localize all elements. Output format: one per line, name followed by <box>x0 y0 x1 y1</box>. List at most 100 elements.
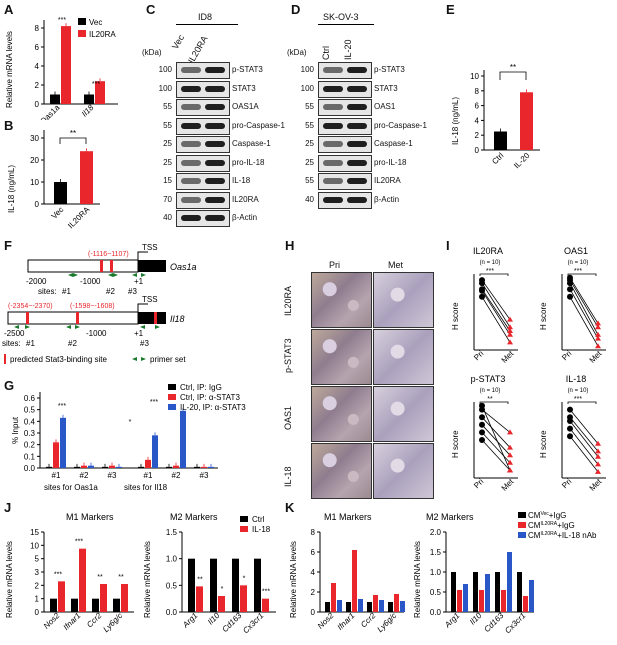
panel-b-ylabel: IL-18 (ng/mL) <box>7 165 16 213</box>
panel-d-lane-ctrl: Ctrl <box>321 46 331 60</box>
blot-band <box>181 196 201 203</box>
i-point-pri <box>567 425 573 432</box>
k-ylabel1: Relative mRNA levels <box>289 541 298 618</box>
blot-band <box>347 196 367 203</box>
g-group2: sites for Il18 <box>124 483 168 492</box>
panel-h-ihc: Pri Met IL20RA p-STAT3 OAS1 IL-18 <box>283 240 443 499</box>
j-xcat: Cx3cr1 <box>241 611 265 635</box>
j-ylabel1: Relative mRNA levels <box>5 541 14 618</box>
blot-kda-marker: 100 <box>158 83 172 93</box>
g-bar <box>88 465 94 468</box>
blot-label: Caspase-1 <box>232 139 271 148</box>
j-xcat: Arg1 <box>180 611 199 630</box>
blot-row <box>318 191 372 209</box>
blot-kda-marker: 100 <box>300 65 314 74</box>
f-tick2-0: -2500 <box>4 329 25 338</box>
i-xcat: Met <box>588 349 604 365</box>
a-bar-Il18-0 <box>84 94 94 104</box>
g-legend-igg: Ctrl, IP: IgG <box>180 383 222 392</box>
j-y1-tick-label: 3 <box>35 568 40 577</box>
k-m2-xcat: Cd163 <box>482 611 505 634</box>
legend-swatch-vec <box>78 18 86 25</box>
blot-kda-marker: 55 <box>305 102 314 111</box>
panel-d-kda-title: (kDa) <box>287 48 307 57</box>
i-point-pri <box>567 293 573 300</box>
ihc-image-met <box>373 443 434 499</box>
f-sites-label1: sites: <box>38 287 57 296</box>
k-m1-bar <box>388 602 393 612</box>
e-y-tick-label: 4 <box>475 116 480 125</box>
j-xcat: Ifnar1 <box>62 611 83 632</box>
g-bar <box>81 465 87 468</box>
j-m1-bar <box>92 598 99 612</box>
i-point-met <box>507 459 513 465</box>
f-site1-3: #3 <box>128 287 137 296</box>
blot-band <box>347 178 367 184</box>
legend-label-vec: Vec <box>89 18 102 27</box>
k-m1-xcat: Ly6g/c <box>375 611 398 634</box>
g-bar <box>173 465 179 468</box>
i-xcat: Pri <box>472 477 485 490</box>
blot-label: p-STAT3 <box>232 65 263 74</box>
a-y-tick-label: 0 <box>35 100 40 109</box>
k-legend-2: CMIL20RA+IgG <box>528 521 575 530</box>
blot-kda-marker: 40 <box>305 194 314 204</box>
blot-band <box>323 141 343 147</box>
f-site2-1: #1 <box>26 339 35 348</box>
k-m2-y-tick-label: 2.0 <box>430 528 442 537</box>
i-point-pri <box>567 286 573 293</box>
f-tick1-0: -2000 <box>26 277 47 286</box>
g-bar <box>166 466 172 468</box>
h-row-label: OAS1 <box>283 405 293 430</box>
b-y-tick-label: 0 <box>35 200 40 209</box>
j-legend-ctrl: Ctrl <box>252 515 265 524</box>
i-xcat: Met <box>500 349 516 365</box>
j-sig: * <box>221 586 224 593</box>
k-m2-bar <box>457 590 462 612</box>
k-m1-xcat: Ccr2 <box>359 611 378 630</box>
g-bar <box>46 466 52 468</box>
j-m2-bar <box>196 586 203 612</box>
j-xcat: Ccr2 <box>85 611 104 630</box>
legend-swatch-il20ra <box>78 30 86 37</box>
j-m1-bar <box>113 598 120 612</box>
k-m2-xcat: Cx3cr1 <box>503 611 527 635</box>
i-point-pri <box>479 286 485 293</box>
blot-kda-marker: 55 <box>305 120 314 130</box>
blot-band <box>347 122 367 129</box>
panel-c-kda-title: (kDa) <box>142 48 162 57</box>
blot-label: IL-18 <box>232 176 251 185</box>
panel-e-ylabel: IL-18 (ng/mL) <box>451 97 460 145</box>
g-sig-2: *** <box>150 399 158 406</box>
k-m2-bar <box>479 590 484 612</box>
blot-band <box>181 215 201 221</box>
k-m2-xcat: Il10 <box>468 611 484 627</box>
j-y1-tick-label: 5 <box>35 555 40 564</box>
g-site-label: #1 <box>144 471 153 480</box>
i-sig: *** <box>574 396 582 403</box>
j-sig: ** <box>97 574 103 581</box>
panel-f-diagram: (-1116~1107) TSS Oas1a -2000 -1000 +1 si… <box>2 243 197 364</box>
i-n: (n = 10) <box>480 260 501 266</box>
blot-band <box>323 122 343 129</box>
i-title: p-STAT3 <box>471 374 506 384</box>
k-m1-bar <box>367 602 372 612</box>
blot-band <box>181 141 201 147</box>
e-y-tick-label: 6 <box>475 102 480 111</box>
k-ylabel2: Relative mRNA levels <box>413 541 422 618</box>
panel-a-ylabel: Relative mRNA levels <box>5 31 14 108</box>
blot-label: pro-IL-18 <box>232 157 265 167</box>
h-row-label: IL-18 <box>283 466 293 487</box>
blot-band <box>205 67 225 73</box>
j-y1-tick-label: 1 <box>35 595 40 604</box>
j-sig: * <box>243 575 246 582</box>
f-tick2-1: -1000 <box>86 329 107 338</box>
panel-g-ylabel: % Input <box>11 416 20 444</box>
j-y1-tick-label: 0 <box>35 608 40 617</box>
j-y1-tick-label: 10 <box>30 541 39 550</box>
g-bar <box>60 417 66 468</box>
k-m2-bar <box>517 572 522 612</box>
b-bar-0 <box>54 182 67 204</box>
g-bar <box>194 466 200 468</box>
g-site-label: #2 <box>80 471 89 480</box>
